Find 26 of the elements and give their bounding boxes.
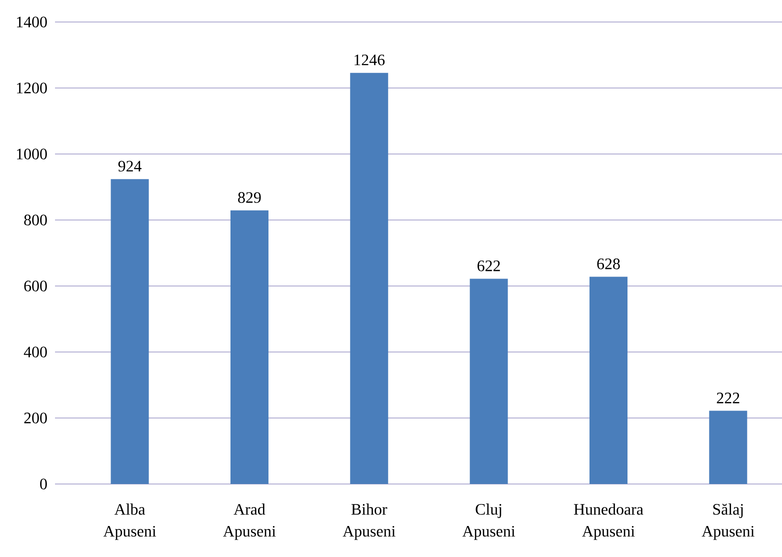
y-tick-label: 800 xyxy=(24,214,47,226)
data-label: 622 xyxy=(478,260,500,272)
x-tick-label: Hunedoara Apuseni xyxy=(574,504,644,540)
data-label: 1246 xyxy=(354,54,385,66)
data-label: 829 xyxy=(238,192,261,203)
y-tick-label: 600 xyxy=(24,280,47,292)
x-tick-label: Alba Apuseni xyxy=(103,504,156,540)
x-tick-label: Arad Apuseni xyxy=(223,504,276,540)
y-tick-label: 0 xyxy=(40,478,47,490)
x-tick-label: Cluj Apuseni xyxy=(462,504,516,540)
bar xyxy=(589,276,628,484)
x-tick-label: Sălaj Apuseni xyxy=(702,504,754,540)
y-tick-label: 400 xyxy=(24,346,47,358)
bar xyxy=(350,72,388,484)
bar xyxy=(470,278,508,484)
data-label: 924 xyxy=(118,160,142,172)
y-tick-label: 1000 xyxy=(17,148,47,160)
x-tick-label: Bihor Apuseni xyxy=(342,504,396,540)
y-tick-label: 1200 xyxy=(17,82,47,94)
bar xyxy=(110,179,149,484)
bar xyxy=(709,410,748,484)
data-label: 222 xyxy=(716,392,740,404)
y-tick-label: 1400 xyxy=(17,16,47,28)
data-label: 628 xyxy=(597,258,620,270)
bar xyxy=(230,210,268,484)
y-tick-label: 200 xyxy=(24,412,47,424)
